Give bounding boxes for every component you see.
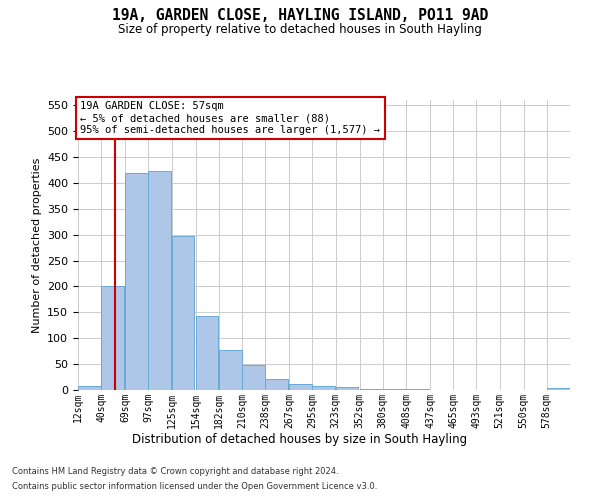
Text: Distribution of detached houses by size in South Hayling: Distribution of detached houses by size … [133, 432, 467, 446]
Bar [289, 384, 312, 390]
Text: 19A GARDEN CLOSE: 57sqm
← 5% of detached houses are smaller (88)
95% of semi-det: 19A GARDEN CLOSE: 57sqm ← 5% of detached… [80, 102, 380, 134]
Bar [313, 386, 335, 390]
Bar [335, 387, 358, 390]
Text: Contains HM Land Registry data © Crown copyright and database right 2024.: Contains HM Land Registry data © Crown c… [12, 467, 338, 476]
Bar [242, 365, 265, 390]
Bar [547, 388, 569, 390]
Text: Size of property relative to detached houses in South Hayling: Size of property relative to detached ho… [118, 22, 482, 36]
Text: 19A, GARDEN CLOSE, HAYLING ISLAND, PO11 9AD: 19A, GARDEN CLOSE, HAYLING ISLAND, PO11 … [112, 8, 488, 22]
Bar [148, 172, 171, 390]
Bar [359, 389, 382, 390]
Bar [101, 286, 124, 390]
Bar [196, 316, 218, 390]
Bar [78, 386, 101, 390]
Text: Contains public sector information licensed under the Open Government Licence v3: Contains public sector information licen… [12, 482, 377, 491]
Bar [265, 378, 288, 390]
Y-axis label: Number of detached properties: Number of detached properties [32, 158, 41, 332]
Bar [172, 236, 194, 390]
Bar [125, 172, 148, 390]
Bar [219, 350, 242, 390]
